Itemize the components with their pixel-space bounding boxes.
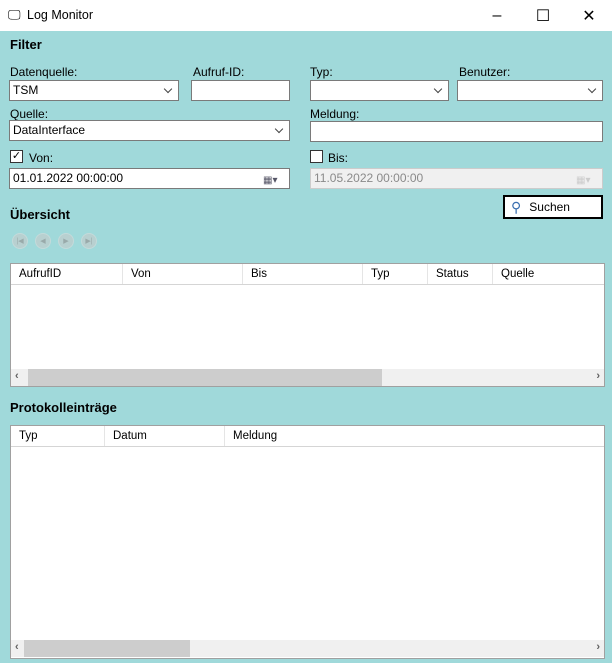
close-button[interactable]: ✕ bbox=[582, 7, 596, 25]
bis-checkbox[interactable] bbox=[310, 150, 323, 163]
aufruf-id-input[interactable] bbox=[191, 80, 290, 101]
scrollbar-thumb[interactable] bbox=[28, 369, 382, 386]
typ-combo[interactable] bbox=[310, 80, 449, 101]
column-header[interactable]: Von bbox=[123, 264, 243, 284]
overview-heading: Übersicht bbox=[10, 207, 70, 222]
scroll-left-icon[interactable]: ‹ bbox=[15, 641, 19, 653]
bis-label: Bis: bbox=[328, 151, 349, 165]
datenquelle-label: Datenquelle: bbox=[10, 65, 78, 79]
benutzer-combo[interactable] bbox=[457, 80, 603, 101]
benutzer-label: Benutzer: bbox=[459, 65, 511, 79]
bis-date-value: 11.05.2022 00:00:00 bbox=[314, 171, 424, 185]
maximize-button[interactable]: ☐ bbox=[535, 7, 551, 25]
filter-heading: Filter bbox=[10, 37, 42, 52]
horizontal-scrollbar[interactable]: ‹ › bbox=[11, 369, 604, 386]
von-label: Von: bbox=[29, 151, 54, 165]
quelle-combo[interactable]: DataInterface bbox=[9, 120, 290, 141]
next-page-icon[interactable]: ▶ bbox=[58, 233, 74, 249]
meldung-label: Meldung: bbox=[310, 107, 360, 121]
quelle-value: DataInterface bbox=[13, 123, 86, 137]
column-header[interactable]: Status bbox=[428, 264, 493, 284]
monitor-icon: 🖵 bbox=[8, 7, 21, 22]
column-header[interactable]: AufrufID bbox=[11, 264, 123, 284]
horizontal-scrollbar[interactable]: ‹ › bbox=[11, 640, 604, 657]
last-page-icon[interactable]: ▶| bbox=[81, 233, 97, 249]
scroll-right-icon[interactable]: › bbox=[596, 641, 600, 653]
scroll-right-icon[interactable]: › bbox=[596, 370, 600, 382]
column-header[interactable]: Typ bbox=[363, 264, 428, 284]
bis-date-picker[interactable]: 11.05.2022 00:00:00 ▦▾ bbox=[310, 168, 603, 189]
column-header[interactable]: Meldung bbox=[233, 430, 278, 442]
column-header[interactable]: Datum bbox=[105, 426, 225, 446]
overview-header: AufrufID Von Bis Typ Status Quelle bbox=[11, 264, 604, 285]
log-header: Typ Datum Meldung bbox=[11, 426, 604, 447]
window-title: Log Monitor bbox=[27, 8, 94, 22]
minimize-button[interactable]: – bbox=[492, 6, 502, 24]
search-button-label: Suchen bbox=[529, 200, 570, 214]
meldung-input[interactable] bbox=[310, 121, 603, 142]
search-button[interactable]: ⚲ Suchen bbox=[503, 195, 603, 219]
log-grid[interactable]: Typ Datum Meldung ‹ › bbox=[10, 425, 605, 659]
column-header[interactable]: Typ bbox=[11, 426, 105, 446]
von-checkbox[interactable]: ✓ bbox=[10, 150, 23, 163]
quelle-label: Quelle: bbox=[10, 107, 49, 121]
typ-label: Typ: bbox=[310, 65, 333, 79]
datenquelle-value: TSM bbox=[13, 83, 39, 97]
title-bar: 🖵 Log Monitor – ☐ ✕ bbox=[0, 0, 612, 31]
magnifier-icon: ⚲ bbox=[511, 198, 522, 215]
scrollbar-thumb[interactable] bbox=[24, 640, 190, 657]
datenquelle-combo[interactable]: TSM bbox=[9, 80, 179, 101]
overview-grid[interactable]: AufrufID Von Bis Typ Status Quelle ‹ › bbox=[10, 263, 605, 387]
first-page-icon[interactable]: |◀ bbox=[12, 233, 28, 249]
column-header[interactable]: Bis bbox=[243, 264, 363, 284]
log-heading: Protokolleinträge bbox=[10, 400, 117, 415]
von-date-picker[interactable]: 01.01.2022 00:00:00 ▦▾ bbox=[9, 168, 290, 189]
scroll-left-icon[interactable]: ‹ bbox=[15, 370, 19, 382]
von-date-value: 01.01.2022 00:00:00 bbox=[13, 171, 124, 185]
aufruf-id-label: Aufruf-ID: bbox=[193, 65, 245, 79]
calendar-icon: ▦▾ bbox=[576, 175, 591, 186]
calendar-icon[interactable]: ▦▾ bbox=[263, 175, 278, 186]
previous-page-icon[interactable]: ◀ bbox=[35, 233, 51, 249]
column-header[interactable]: Quelle bbox=[501, 268, 535, 280]
